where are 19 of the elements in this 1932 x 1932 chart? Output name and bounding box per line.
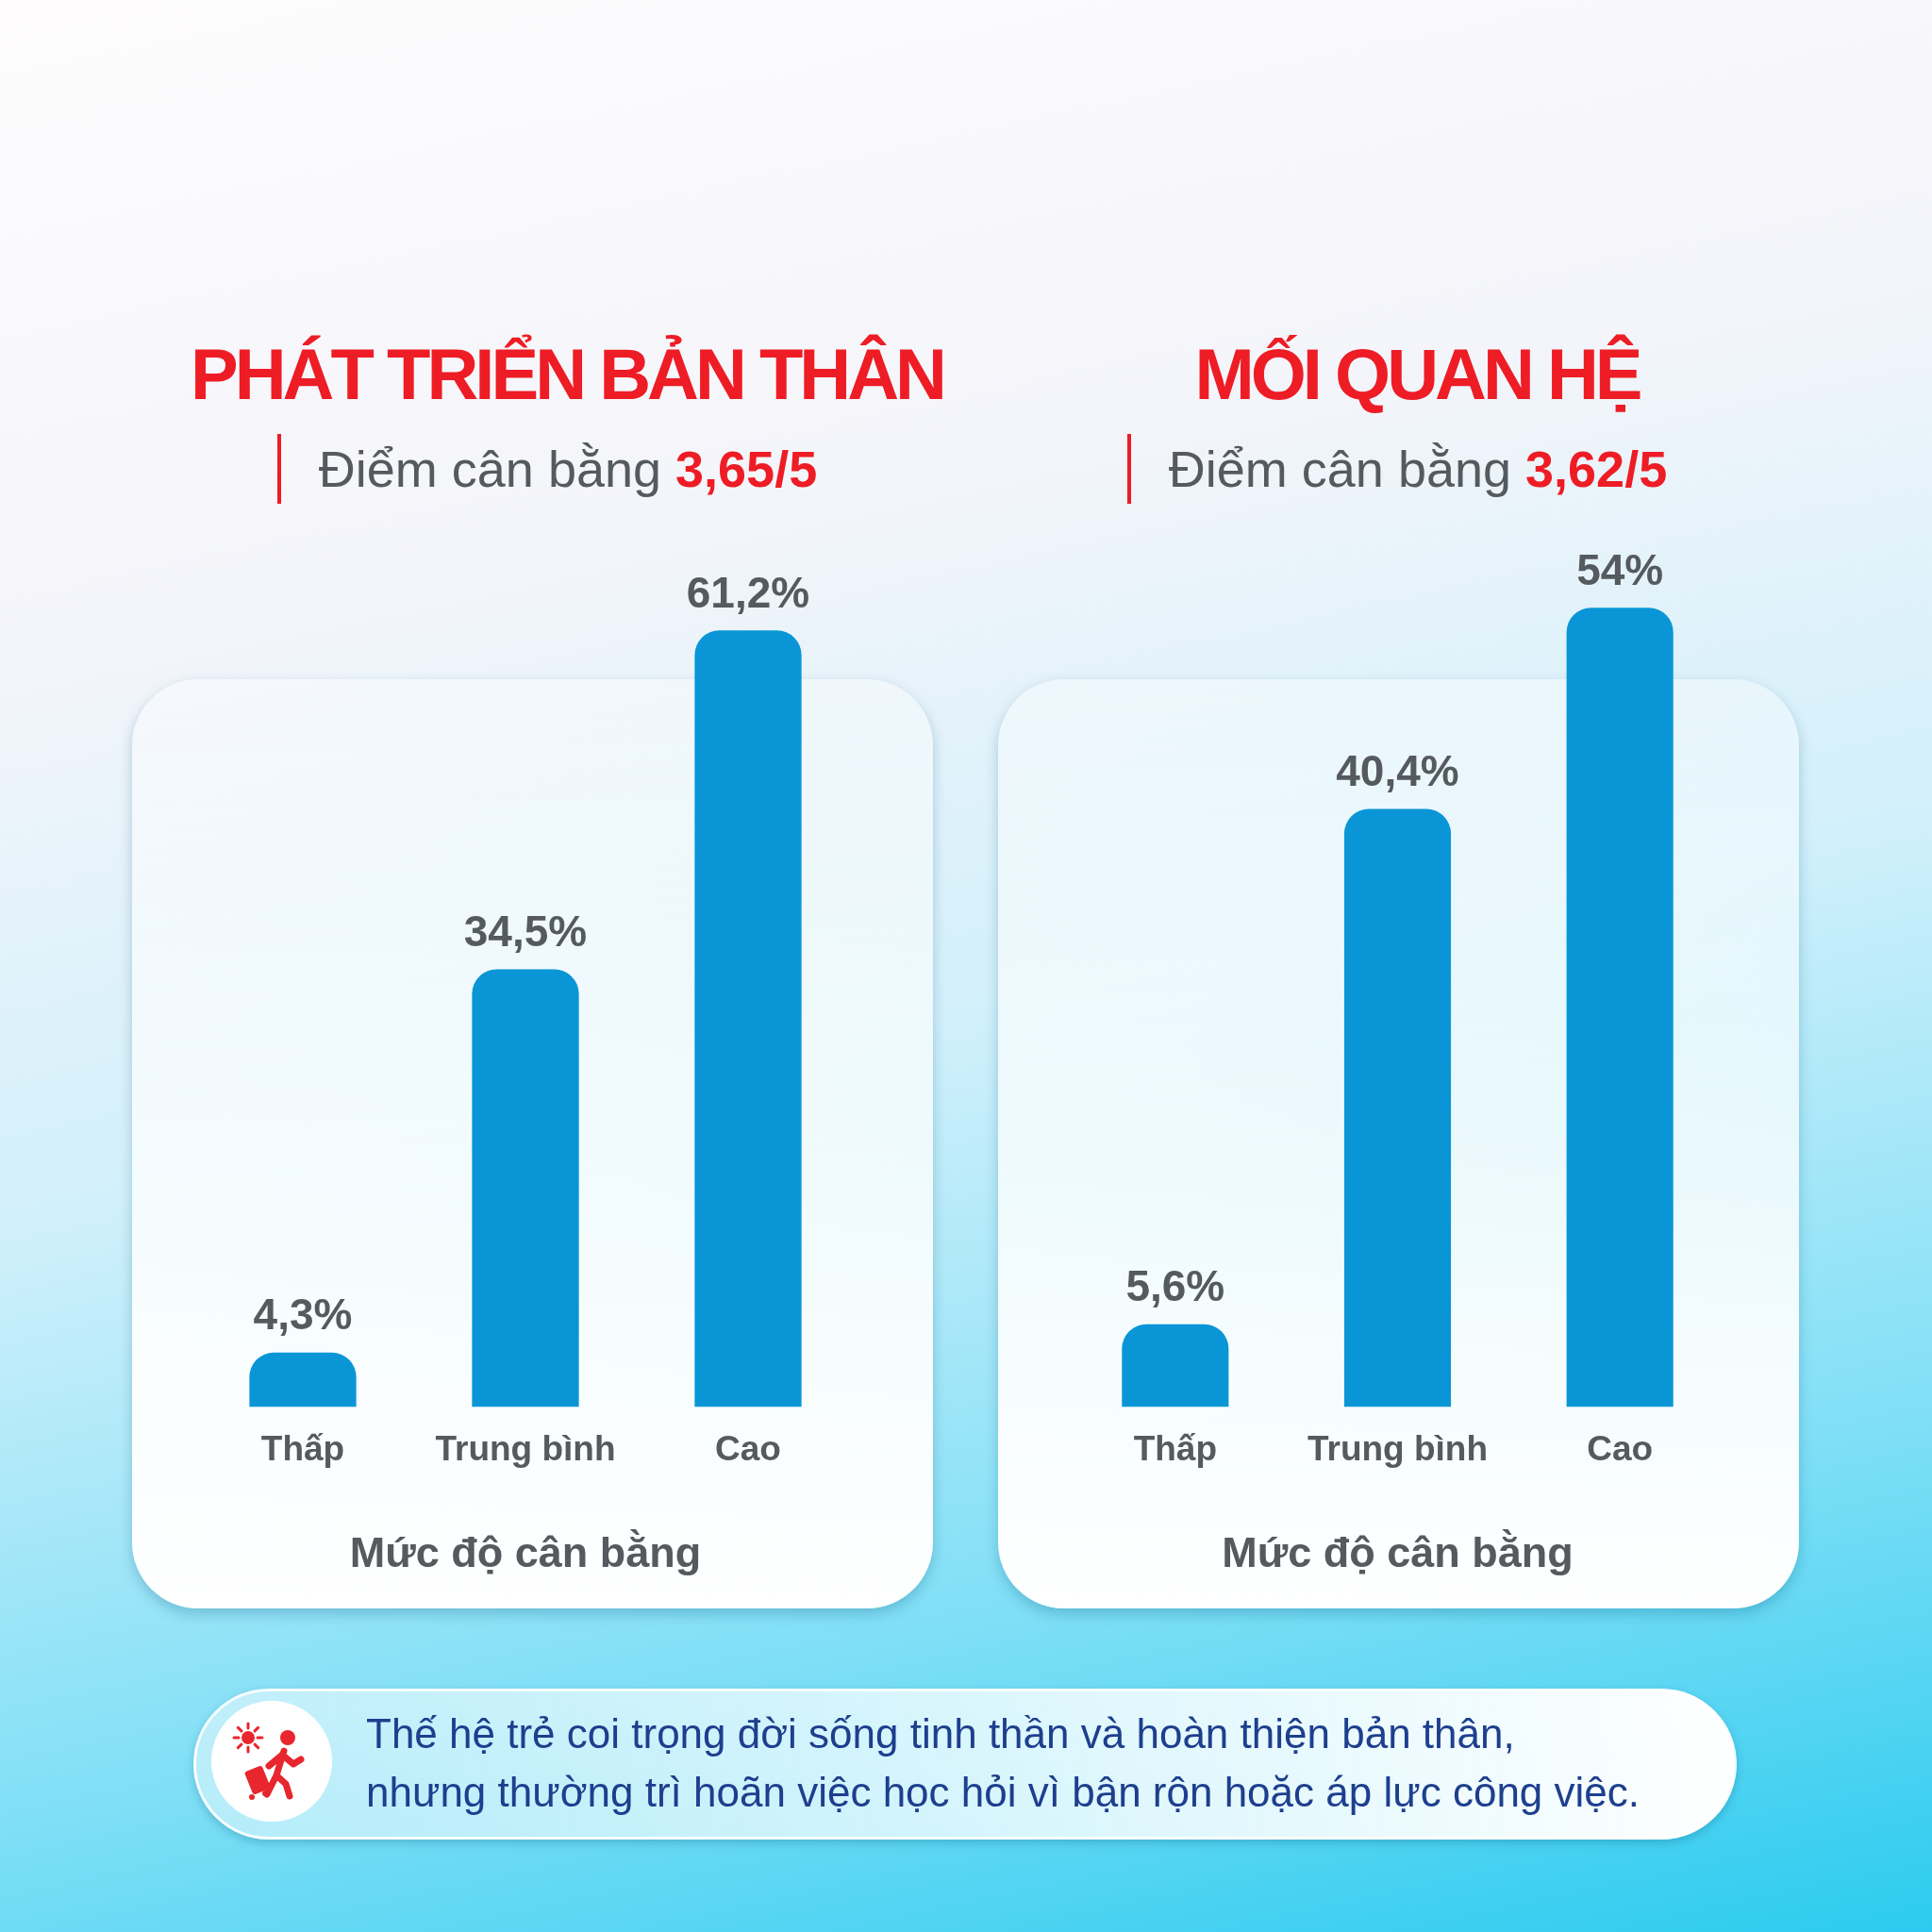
x-tick-label: Cao bbox=[1587, 1429, 1654, 1468]
chart-title: PHÁT TRIỂN BẢN THÂN bbox=[190, 334, 944, 414]
x-axis-title: Mức độ cân bằng bbox=[349, 1528, 702, 1577]
data-label: 34,5% bbox=[463, 907, 588, 957]
x-tick-label: Cao bbox=[715, 1429, 781, 1468]
data-label: 54% bbox=[1576, 544, 1664, 594]
x-tick-label: Trung bình bbox=[1307, 1429, 1489, 1468]
data-label: 61,2% bbox=[686, 568, 810, 618]
chart-subtitle: Điểm cân bằng 3,65/5 bbox=[318, 440, 818, 497]
data-label: 5,6% bbox=[1125, 1261, 1225, 1311]
chart-subtitle: Điểm cân bằng 3,62/5 bbox=[1168, 440, 1668, 497]
data-label: 40,4% bbox=[1336, 746, 1459, 796]
x-tick-label: Thấp bbox=[260, 1429, 345, 1468]
chart-title: MỐI QUAN HỆ bbox=[1193, 334, 1641, 414]
text: Thế hệ trẻ coi trọng đời sống tinh thần và hoàn thiện bản thân, nhưng thường trì hoãn việc học hỏi vì bận rộn hoặc áp lực công việc. bbox=[366, 1709, 1641, 1817]
data-label: 4,3% bbox=[253, 1290, 353, 1340]
x-axis-title: Mức độ cân bằng bbox=[1222, 1528, 1574, 1577]
x-tick-label: Thấp bbox=[1133, 1429, 1218, 1468]
x-tick-label: Trung bình bbox=[435, 1429, 616, 1468]
